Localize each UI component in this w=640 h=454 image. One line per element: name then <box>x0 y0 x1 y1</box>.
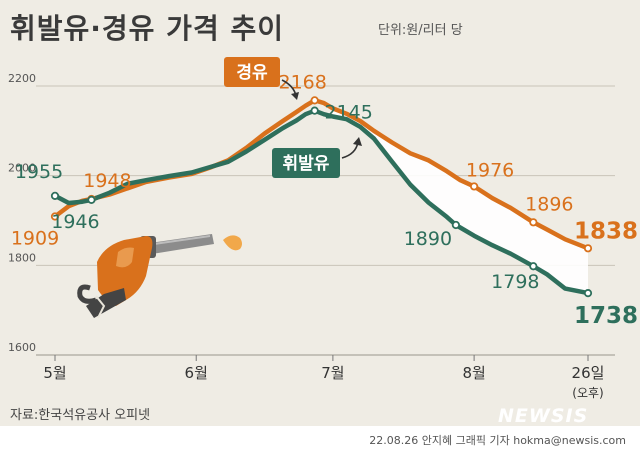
unit-label: 단위:원/리터 당 <box>378 23 463 38</box>
data-markers <box>50 96 593 298</box>
credit-line: 22.08.26 안지혜 그래픽 기자 hokma@newsis.com <box>369 434 626 447</box>
marker-gasoline-1946 <box>87 195 96 204</box>
data-label-gasoline-1955: 1955 <box>15 161 63 183</box>
credit-bar <box>0 426 640 454</box>
y-tick-label-1600: 1600 <box>8 341 36 354</box>
x-tick-label-4: 26일 <box>572 364 605 382</box>
data-label-diesel-1976: 1976 <box>466 159 514 181</box>
series-line-diesel <box>52 98 591 251</box>
fuel-drop-icon <box>223 235 242 251</box>
x-tick-label-2: 7월 <box>321 364 344 382</box>
fuel-nozzle-icon <box>77 234 214 319</box>
x-axis-ticks: 5월 6월 7월 8월 26일 (오후) <box>43 355 604 400</box>
legend-gasoline-box <box>272 148 340 178</box>
data-label-diesel-1948: 1948 <box>83 170 131 192</box>
data-label-gasoline-1798: 1798 <box>491 271 539 293</box>
legend-diesel-label: 경유 <box>236 63 268 83</box>
legend-gasoline-label: 휘발유 <box>283 153 330 174</box>
legend-gasoline: 휘발유 <box>272 137 362 178</box>
marker-gasoline-1738 <box>583 289 593 298</box>
marker-diesel-1909 <box>50 212 60 221</box>
marker-gasoline-1798 <box>529 262 538 271</box>
marker-gasoline-2145 <box>310 106 319 115</box>
y-tick-label-2200: 2200 <box>8 72 36 85</box>
data-label-gasoline-1738: 1738 <box>574 303 638 329</box>
data-label-diesel-1909: 1909 <box>11 227 59 249</box>
page-title: 휘발유·경유 가격 추이 <box>10 12 284 45</box>
data-label-diesel-1896: 1896 <box>525 193 573 215</box>
y-axis-ticks: 1600 1800 2000 2200 <box>8 72 36 354</box>
marker-diesel-2168 <box>310 96 319 105</box>
data-label-gasoline-2145: 2145 <box>324 102 372 124</box>
series-line-gasoline <box>52 108 591 296</box>
data-label-gasoline-1946: 1946 <box>51 211 99 233</box>
y-tick-label-1800: 1800 <box>8 251 36 264</box>
marker-gasoline-1955 <box>50 191 60 200</box>
data-label-gasoline-1890: 1890 <box>404 228 452 250</box>
marker-diesel-1976 <box>470 182 479 191</box>
legend-diesel-box <box>224 57 280 87</box>
legend-diesel: 경유 <box>224 57 299 100</box>
marker-gasoline-1890 <box>451 220 460 230</box>
price-gap-band <box>332 108 588 294</box>
data-label-diesel-2168: 2168 <box>278 71 326 93</box>
marker-diesel-1838 <box>583 244 593 253</box>
marker-diesel-1896 <box>529 218 538 227</box>
source-note: 자료:한국석유공사 오피넷 <box>10 408 151 423</box>
x-tick-label-3: 8월 <box>462 364 485 382</box>
series-lines <box>52 98 591 296</box>
x-tick-label-1: 6월 <box>185 364 208 382</box>
y-tick-label-2000: 2000 <box>8 162 36 175</box>
data-label-diesel-1838: 1838 <box>574 218 638 244</box>
newsis-watermark: NEWSIS <box>498 405 589 427</box>
x-tick-sublabel-4: (오후) <box>572 386 603 400</box>
x-tick-label-0: 5월 <box>43 364 66 382</box>
